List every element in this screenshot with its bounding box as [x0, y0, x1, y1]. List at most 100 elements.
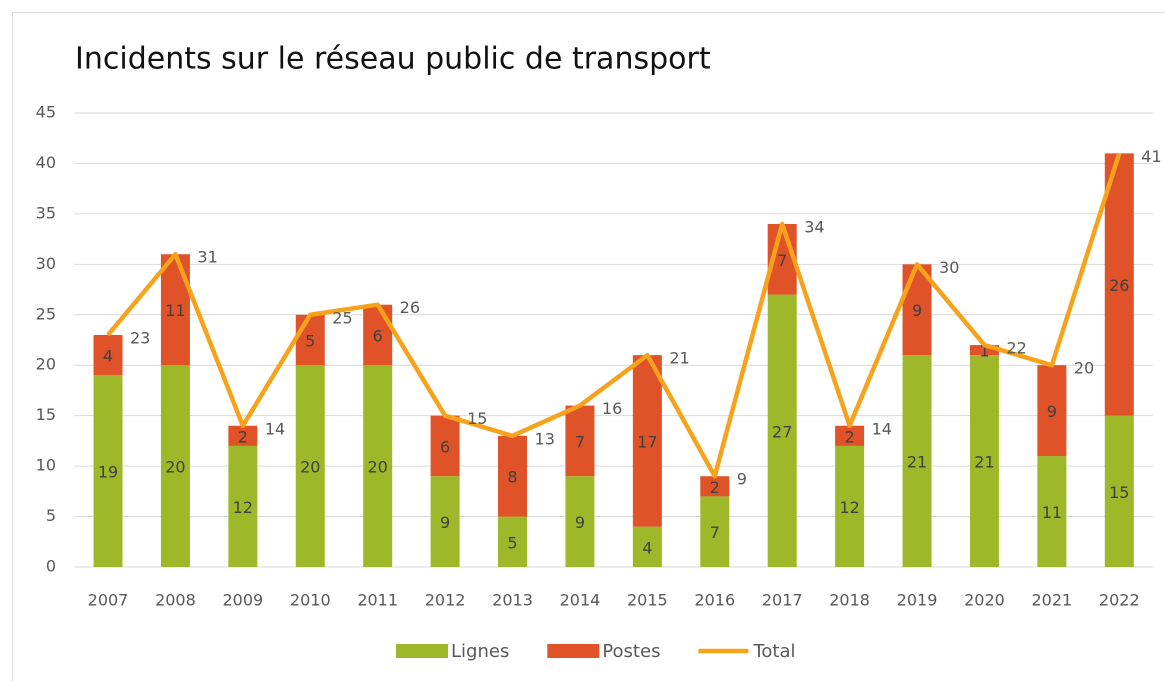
x-tick-label: 2021 [1032, 591, 1073, 610]
data-label: 23 [130, 328, 150, 347]
data-label: 13 [535, 429, 555, 448]
data-label: 9 [440, 513, 450, 532]
bar-segment [902, 264, 932, 356]
x-tick-label: 2017 [762, 591, 803, 610]
x-tick-label: 2007 [88, 591, 129, 610]
bar-segment [902, 355, 932, 567]
data-label: 30 [939, 258, 959, 277]
bar-segment [93, 375, 123, 567]
bar-segment [228, 445, 258, 567]
data-label: 27 [772, 422, 792, 441]
y-tick-label: 30 [36, 254, 56, 273]
data-label: 20 [300, 458, 320, 477]
y-tick-label: 15 [36, 405, 56, 424]
data-label: 15 [467, 409, 487, 428]
data-label: 20 [165, 458, 185, 477]
bar-segment [363, 365, 393, 567]
data-label: 20 [1074, 359, 1094, 378]
data-label: 17 [637, 432, 657, 451]
x-tick-label: 2019 [897, 591, 938, 610]
x-tick-label: 2012 [425, 591, 466, 610]
y-tick-label: 10 [36, 456, 56, 475]
bar-segment [228, 425, 258, 446]
legend-label: Total [752, 641, 795, 662]
bar-segment [835, 445, 865, 567]
data-label: 9 [1047, 402, 1057, 421]
data-label: 4 [642, 538, 652, 557]
data-label: 9 [737, 470, 747, 489]
data-label: 2 [238, 427, 248, 446]
legend-swatch [547, 644, 600, 658]
data-label: 20 [368, 458, 388, 477]
data-label: 1 [979, 342, 989, 361]
data-label: 11 [1042, 503, 1062, 522]
bar-segment [498, 516, 528, 567]
data-label: 9 [575, 513, 585, 532]
data-label: 7 [575, 432, 585, 451]
data-label: 25 [332, 308, 352, 327]
y-tick-label: 35 [36, 203, 56, 222]
y-tick-label: 5 [46, 506, 56, 525]
x-tick-label: 2010 [290, 591, 331, 610]
data-label: 19 [98, 463, 118, 482]
data-label: 12 [839, 498, 859, 517]
legend-label: Lignes [451, 641, 509, 662]
data-label: 26 [1109, 276, 1129, 295]
bar-segment [498, 435, 528, 517]
x-tick-label: 2014 [560, 591, 601, 610]
data-label: 5 [305, 332, 315, 351]
data-label: 15 [1109, 483, 1129, 502]
data-label: 12 [233, 498, 253, 517]
legend-swatch [396, 644, 448, 658]
x-tick-label: 2011 [357, 591, 398, 610]
data-label: 2 [710, 478, 720, 497]
bar-segment [632, 526, 662, 567]
data-label: 16 [602, 399, 622, 418]
bar-segment [295, 365, 325, 567]
bar-segment [969, 345, 999, 356]
data-label: 2 [845, 427, 855, 446]
bar-segment [632, 355, 662, 527]
x-tick-label: 2016 [694, 591, 735, 610]
bar-segment [363, 304, 393, 366]
legend-label: Postes [602, 641, 660, 662]
y-tick-label: 25 [36, 304, 56, 323]
x-tick-label: 2015 [627, 591, 668, 610]
data-label: 14 [872, 419, 892, 438]
x-tick-label: 2008 [155, 591, 196, 610]
y-tick-label: 40 [36, 153, 56, 172]
bar-segment [969, 355, 999, 567]
x-tick-label: 2009 [222, 591, 263, 610]
data-label: 21 [974, 453, 994, 472]
data-label: 6 [440, 437, 450, 456]
data-label: 22 [1006, 339, 1026, 358]
y-tick-label: 0 [46, 557, 56, 576]
data-label: 7 [777, 251, 787, 270]
data-label: 21 [907, 453, 927, 472]
chart-title: Incidents sur le réseau public de transp… [75, 42, 711, 77]
data-label: 5 [507, 533, 517, 552]
bar-segment [1104, 153, 1134, 416]
data-label: 4 [103, 347, 113, 366]
bar-segment [93, 334, 123, 376]
data-label: 21 [669, 349, 689, 368]
data-label: 8 [507, 468, 517, 487]
bar-segment [565, 405, 595, 477]
data-label: 6 [373, 326, 383, 345]
data-label: 14 [265, 419, 285, 438]
data-label: 34 [804, 217, 824, 236]
data-label: 9 [912, 301, 922, 320]
x-tick-label: 2022 [1099, 591, 1140, 610]
x-tick-label: 2018 [829, 591, 870, 610]
x-tick-label: 2013 [492, 591, 533, 610]
bar-segment [1037, 365, 1067, 457]
line-series [106, 152, 1122, 479]
bar-segment [835, 425, 865, 446]
data-label: 11 [165, 301, 185, 320]
bar-segment [1104, 415, 1134, 567]
bar-segment [430, 476, 460, 567]
bar-segment [565, 476, 595, 567]
bar-segment [700, 476, 730, 497]
bar-segment [767, 294, 797, 567]
data-label: 26 [400, 298, 420, 317]
